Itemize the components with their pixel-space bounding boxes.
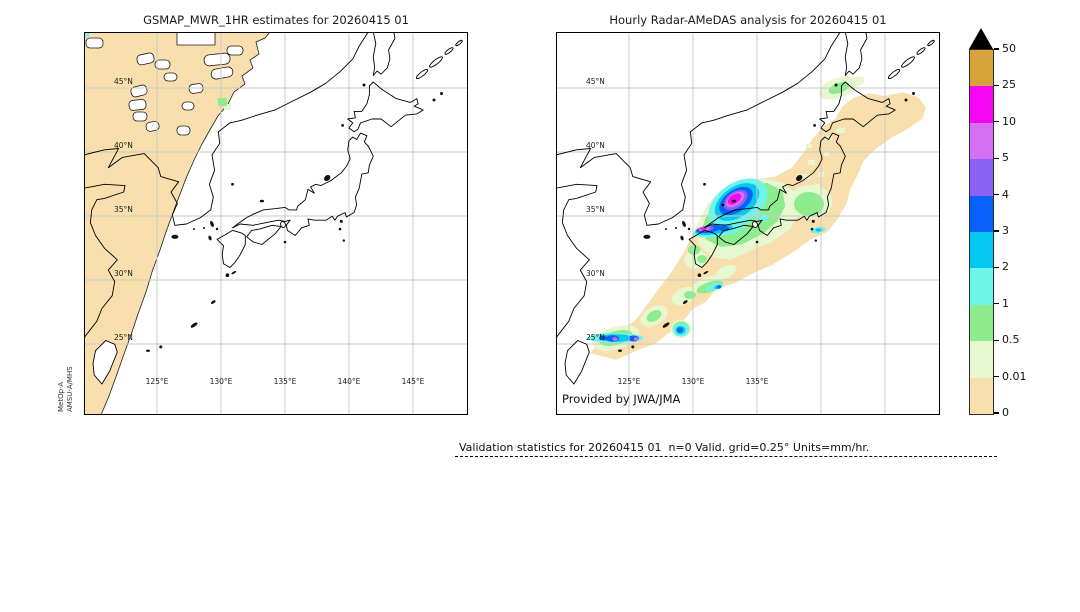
lat-tick-label: 40°N xyxy=(586,141,605,150)
colorbar-tick xyxy=(994,84,999,87)
colorbar-segment xyxy=(970,50,993,87)
lon-tick-label: 130°E xyxy=(209,377,233,386)
colorbar-tick-label: 5 xyxy=(1002,151,1009,165)
precip-colorbar: 50 25 10 5 4 3 2 1 0.5 0.01 0 xyxy=(968,28,1079,428)
footer-dashed-rule xyxy=(455,456,997,457)
colorbar-tick xyxy=(994,339,999,341)
sensor-name: AMSU-A/MHS xyxy=(66,366,74,412)
swath-rain-speck xyxy=(218,98,227,106)
gsmap-map-svg xyxy=(84,32,468,415)
colorbar-segment xyxy=(970,377,993,414)
colorbar-tick xyxy=(994,121,999,123)
colorbar-tick xyxy=(994,412,999,414)
lat-tick-label: 30°N xyxy=(586,269,605,278)
lat-tick-label: 35°N xyxy=(114,205,133,214)
lon-tick-label: 125°E xyxy=(617,377,641,386)
colorbar-segment xyxy=(970,86,993,123)
lon-tick-label: 135°E xyxy=(745,377,769,386)
colorbar-segment xyxy=(970,268,993,305)
colorbar-tick-label: 1 xyxy=(1002,296,1009,310)
lat-tick-label: 35°N xyxy=(586,205,605,214)
colorbar-tick-label: 3 xyxy=(1002,224,1009,237)
lat-tick-label: 45°N xyxy=(114,77,133,86)
lon-tick-label: 125°E xyxy=(145,377,169,386)
map-frame xyxy=(84,32,468,415)
satellite-name: MetOp-A xyxy=(57,381,65,412)
map-frame xyxy=(556,32,940,415)
colorbar-tick-label: 0 xyxy=(1002,406,1009,419)
instrument-label: MetOp-A AMSU-A/MHS xyxy=(57,322,75,412)
colorbar-segment xyxy=(970,195,993,232)
colorbar-tick-label: 10 xyxy=(1002,114,1016,128)
colorbar-tick-label: 0.5 xyxy=(1002,333,1020,347)
colorbar-segment xyxy=(970,159,993,196)
lon-tick-label: 130°E xyxy=(681,377,705,386)
colorbar-bar xyxy=(969,49,994,415)
colorbar-tick xyxy=(994,48,999,50)
colorbar-tick xyxy=(994,376,999,378)
lon-tick-label: 140°E xyxy=(337,377,361,386)
lat-tick-label: 25°N xyxy=(114,333,133,342)
swath-rain-speck xyxy=(224,104,231,110)
lat-tick-label: 30°N xyxy=(114,269,133,278)
colorbar-tick-label: 4 xyxy=(1002,187,1009,201)
lat-tick-label: 40°N xyxy=(114,141,133,150)
radar-amedas-map-panel: Provided by JWA/JMA 45°N 40°N 35°N 30°N 25°N… xyxy=(556,32,940,415)
station-dot xyxy=(721,203,725,207)
validation-statistics-text: Validation statistics for 20260415 01 n=… xyxy=(459,441,870,454)
lat-tick-label: 25°N xyxy=(586,333,605,342)
data-credit: Provided by JWA/JMA xyxy=(562,392,681,406)
colorbar-tick-label: 0.01 xyxy=(1002,369,1027,383)
lon-tick-label: 135°E xyxy=(273,377,297,386)
colorbar-segment xyxy=(970,231,993,269)
rain-10-25 xyxy=(700,193,742,231)
colorbar-segment xyxy=(970,304,993,342)
colorbar-tick-label: 50 xyxy=(1002,42,1016,55)
colorbar-tick-label: 2 xyxy=(1002,260,1009,274)
radar-map-svg xyxy=(556,32,940,415)
left-panel-title: GSMAP_MWR_1HR estimates for 20260415 01 xyxy=(143,13,409,27)
colorbar-tick xyxy=(994,230,999,232)
right-panel-title: Hourly Radar-AMeDAS analysis for 2026041… xyxy=(609,13,887,27)
colorbar-tick-label: 25 xyxy=(1002,78,1016,92)
colorbar-tick xyxy=(994,194,999,196)
colorbar-overflow-arrow-icon xyxy=(968,28,993,49)
colorbar-tick xyxy=(994,266,999,269)
swath-rain-speck xyxy=(84,33,89,37)
colorbar-tick xyxy=(994,157,999,159)
colorbar-tick xyxy=(994,303,999,305)
lat-tick-label: 45°N xyxy=(586,77,605,86)
gsmap-map-panel: 45°N 40°N 35°N 30°N 25°N 125°E 130°E 135°E 140°E… xyxy=(84,32,468,415)
lon-tick-label: 145°E xyxy=(401,377,425,386)
colorbar-segment xyxy=(970,341,993,378)
colorbar-segment xyxy=(970,122,993,160)
